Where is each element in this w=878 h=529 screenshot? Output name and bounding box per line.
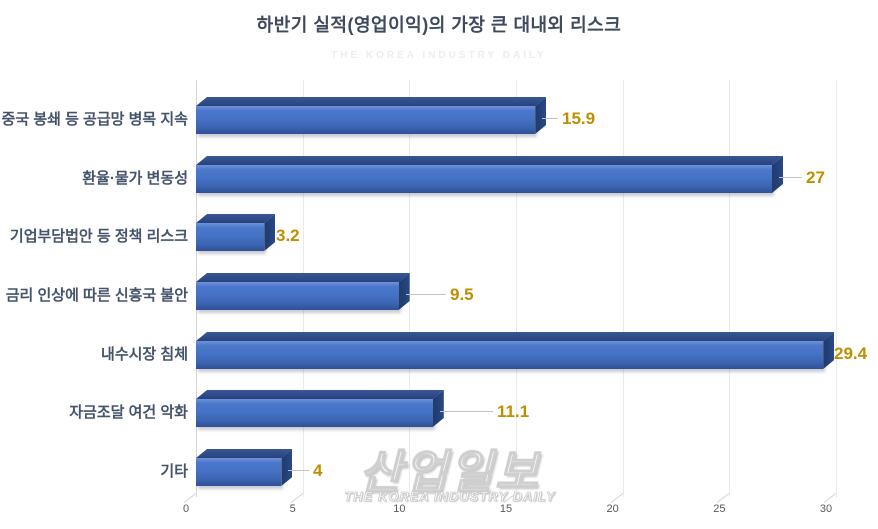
bar-top-face: [196, 332, 834, 341]
tick-floor-diagonal: [610, 493, 623, 503]
bar-end-face: [535, 97, 547, 134]
data-label-leader-line: [288, 470, 309, 471]
bar-top-face: [196, 156, 783, 165]
category-label: 환율·물가 변동성: [82, 170, 188, 187]
data-label: 29.4: [834, 344, 868, 363]
data-label: 9.5: [450, 285, 474, 304]
chart-title: 하반기 실적(영업이익)의 가장 큰 대내외 리스크: [256, 15, 622, 35]
category-label: 금리 인상에 따른 신흥국 불안: [5, 287, 188, 304]
bar-top-face: [196, 97, 546, 106]
bar-end-face: [398, 273, 410, 310]
bar: [196, 341, 824, 369]
category-label: 자금조달 여건 악화: [69, 404, 188, 421]
category-label: 기업부담법안 등 정책 리스크: [9, 228, 188, 245]
x-axis-tick-label: 30: [819, 503, 833, 515]
bar: [196, 223, 265, 251]
data-label-leader-line: [542, 118, 558, 119]
data-label: 4: [313, 461, 323, 480]
bar-end-face: [264, 214, 276, 251]
data-label-leader-line: [439, 411, 493, 412]
bar-top-face: [196, 390, 444, 399]
x-axis-tick-label: 0: [182, 503, 190, 515]
watermark-subtitle: THE KOREA INDUSTRY DAILY: [344, 489, 556, 505]
x-axis-tick-label: 25: [713, 503, 726, 515]
category-label: 중국 봉쇄 등 공급망 병목 지속: [1, 111, 188, 128]
tick-floor-diagonal: [823, 493, 837, 503]
data-label: 3.2: [276, 226, 300, 245]
data-label-leader-line: [779, 177, 802, 178]
data-label-leader-line: [405, 294, 446, 295]
gridline: [409, 80, 411, 497]
data-label: 27: [806, 168, 825, 187]
watermark-top-text: THE KOREA INDUSTRY DAILY: [331, 50, 547, 61]
data-label: 15.9: [562, 109, 596, 128]
data-label: 11.1: [497, 402, 530, 421]
watermark-logo: 산업일보: [359, 445, 541, 499]
bar: [196, 458, 282, 486]
bar-end-face: [432, 390, 444, 427]
bar-top-face: [196, 273, 410, 282]
x-axis-tick-label: 15: [499, 503, 513, 515]
bar: [196, 106, 536, 134]
gridline: [836, 80, 837, 497]
bar-end-face: [772, 156, 783, 193]
category-label: 기타: [160, 463, 188, 480]
bar: [196, 282, 399, 310]
bar: [196, 165, 772, 193]
bar-end-face: [823, 332, 835, 369]
tick-floor-diagonal: [717, 493, 730, 503]
gridline: [516, 80, 517, 497]
gridline: [622, 80, 624, 497]
tick-floor-diagonal: [183, 493, 197, 503]
x-axis-tick-label: 10: [393, 503, 406, 515]
tick-floor-diagonal: [290, 493, 303, 503]
bar-top-face: [196, 449, 292, 458]
bar: [196, 399, 433, 427]
x-axis-tick-label: 5: [289, 503, 296, 515]
bar-top-face: [196, 214, 275, 223]
bar-end-face: [281, 449, 293, 486]
x-axis-tick-label: 20: [606, 503, 619, 515]
category-label: 내수시장 침체: [101, 346, 188, 363]
gridline: [729, 80, 731, 497]
